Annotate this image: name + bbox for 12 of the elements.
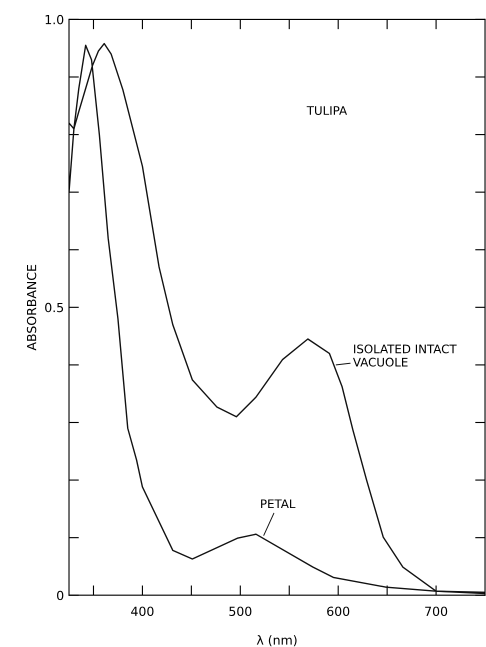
x-tick-label: 700: [425, 606, 448, 616]
x-tick-label: 400: [131, 606, 154, 616]
y-tick-label: 0: [57, 590, 64, 600]
x-tick-label: 600: [327, 606, 350, 616]
x-tick-label: 500: [229, 606, 252, 616]
annotation: TULIPA: [306, 106, 348, 115]
x-axis-title: λ (nm): [256, 635, 297, 646]
annotation: ISOLATED INTACT VACUOLE: [353, 344, 457, 367]
y-tick-label: 0.5: [45, 302, 64, 312]
y-axis-title: ABSORBANCE: [26, 264, 36, 350]
annotation: PETAL: [261, 499, 296, 508]
y-tick-label: 1.0: [46, 14, 64, 24]
